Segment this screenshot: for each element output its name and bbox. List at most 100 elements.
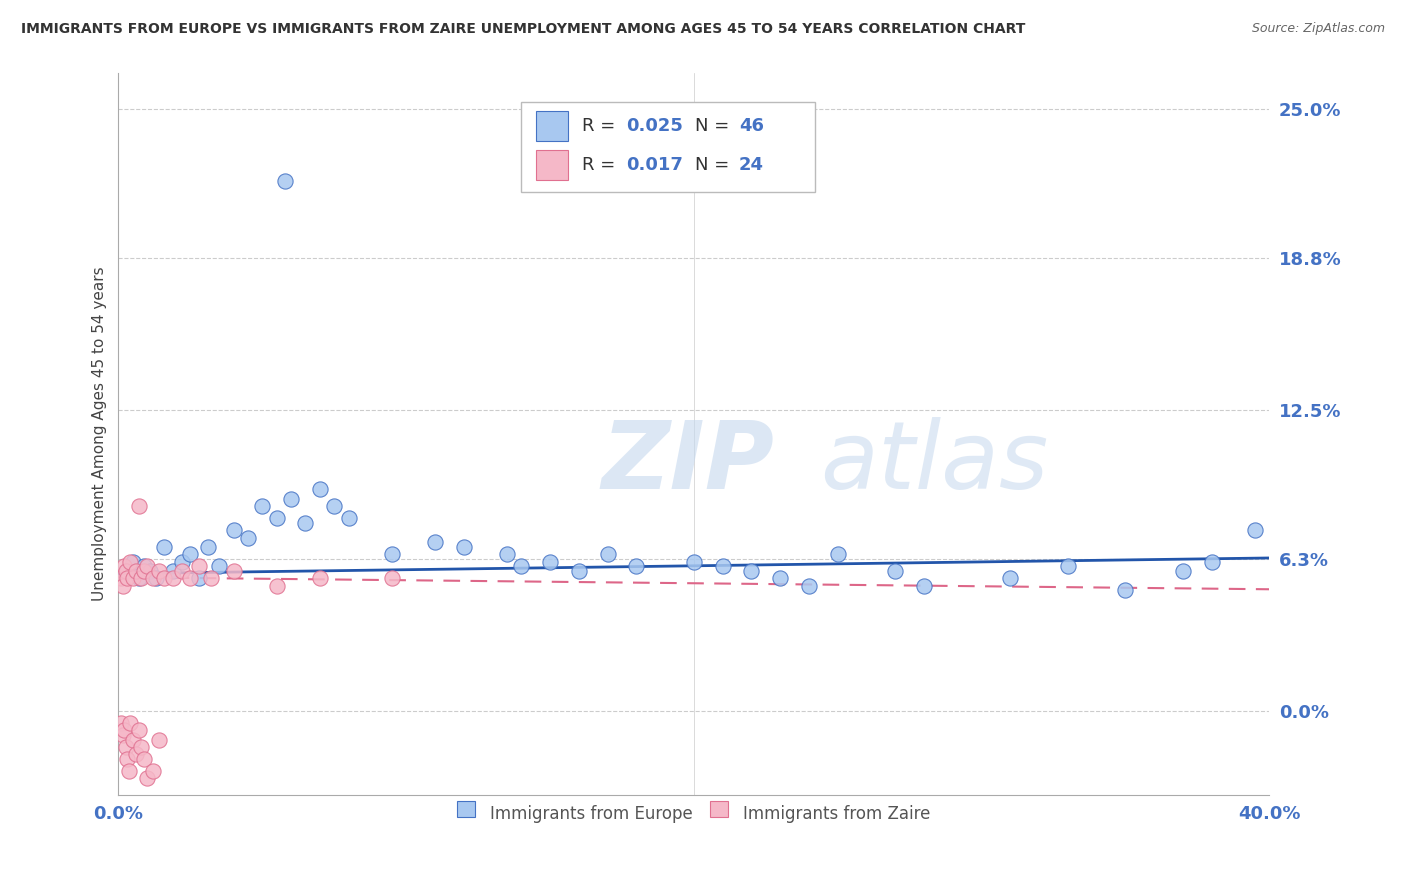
Point xyxy=(115,571,138,585)
Point xyxy=(170,564,193,578)
Point xyxy=(110,715,132,730)
Point xyxy=(188,559,211,574)
Point xyxy=(1114,583,1136,598)
Point xyxy=(111,579,134,593)
Point xyxy=(118,555,141,569)
Point xyxy=(134,752,156,766)
Text: 46: 46 xyxy=(738,117,763,135)
Point xyxy=(453,540,475,554)
Text: ZIP: ZIP xyxy=(602,417,775,509)
Point xyxy=(197,540,219,554)
Point xyxy=(131,739,153,754)
Text: IMMIGRANTS FROM EUROPE VS IMMIGRANTS FROM ZAIRE UNEMPLOYMENT AMONG AGES 45 TO 54: IMMIGRANTS FROM EUROPE VS IMMIGRANTS FRO… xyxy=(21,22,1025,37)
Point xyxy=(117,764,139,778)
Point xyxy=(740,564,762,578)
Point xyxy=(134,564,156,578)
Point xyxy=(280,491,302,506)
Point xyxy=(128,500,150,514)
Point xyxy=(139,564,162,578)
Point xyxy=(1201,555,1223,569)
Point xyxy=(142,571,165,585)
Point xyxy=(153,571,176,585)
Point xyxy=(568,564,591,578)
Point xyxy=(538,555,561,569)
Point xyxy=(128,571,150,585)
Point xyxy=(381,547,404,561)
Point xyxy=(884,564,907,578)
Point xyxy=(222,524,245,538)
Point xyxy=(115,752,138,766)
Point xyxy=(125,747,148,761)
Point xyxy=(128,723,150,737)
Point xyxy=(769,571,792,585)
Point xyxy=(510,559,533,574)
Text: N =: N = xyxy=(695,117,735,135)
Point xyxy=(115,564,138,578)
Point xyxy=(208,559,231,574)
Point xyxy=(308,483,330,497)
Point xyxy=(179,547,201,561)
Point xyxy=(148,732,170,747)
Point xyxy=(266,579,288,593)
Point xyxy=(145,571,167,585)
Point xyxy=(118,715,141,730)
Point xyxy=(1057,559,1080,574)
Text: N =: N = xyxy=(695,156,735,174)
Point xyxy=(121,732,143,747)
Point xyxy=(266,511,288,525)
Point xyxy=(125,564,148,578)
Text: 0.017: 0.017 xyxy=(626,156,683,174)
Point xyxy=(188,571,211,585)
Point xyxy=(112,559,135,574)
Point xyxy=(179,571,201,585)
Text: R =: R = xyxy=(582,117,621,135)
Point xyxy=(121,571,143,585)
Point xyxy=(131,571,153,585)
Text: 24: 24 xyxy=(738,156,763,174)
FancyBboxPatch shape xyxy=(536,150,568,180)
Point xyxy=(200,571,222,585)
Point xyxy=(294,516,316,530)
Point xyxy=(222,564,245,578)
Point xyxy=(121,555,143,569)
Point xyxy=(162,564,184,578)
Point xyxy=(1000,571,1022,585)
Text: 0.025: 0.025 xyxy=(626,117,683,135)
Point xyxy=(136,771,159,785)
Point xyxy=(683,555,706,569)
Point xyxy=(134,559,156,574)
Point xyxy=(136,559,159,574)
Point xyxy=(711,559,734,574)
Text: atlas: atlas xyxy=(821,417,1049,508)
FancyBboxPatch shape xyxy=(536,111,568,141)
FancyBboxPatch shape xyxy=(522,102,814,192)
Point xyxy=(1171,564,1194,578)
Point xyxy=(153,540,176,554)
Point xyxy=(827,547,849,561)
Point xyxy=(423,535,446,549)
Point xyxy=(112,723,135,737)
Point xyxy=(274,174,297,188)
Point xyxy=(110,571,132,585)
Text: R =: R = xyxy=(582,156,621,174)
Point xyxy=(323,500,346,514)
Point xyxy=(596,547,619,561)
Legend: Immigrants from Europe, Immigrants from Zaire: Immigrants from Europe, Immigrants from … xyxy=(450,798,938,830)
Point xyxy=(912,579,935,593)
Point xyxy=(797,579,820,593)
Point xyxy=(142,764,165,778)
Point xyxy=(252,500,274,514)
Y-axis label: Unemployment Among Ages 45 to 54 years: Unemployment Among Ages 45 to 54 years xyxy=(93,267,107,601)
Point xyxy=(111,728,134,742)
Text: Source: ZipAtlas.com: Source: ZipAtlas.com xyxy=(1251,22,1385,36)
Point xyxy=(626,559,648,574)
Point xyxy=(381,571,404,585)
Point xyxy=(162,571,184,585)
Point xyxy=(337,511,360,525)
Point xyxy=(495,547,517,561)
Point xyxy=(114,739,136,754)
Point xyxy=(236,531,259,545)
Point xyxy=(148,564,170,578)
Point xyxy=(114,564,136,578)
Point xyxy=(1244,524,1267,538)
